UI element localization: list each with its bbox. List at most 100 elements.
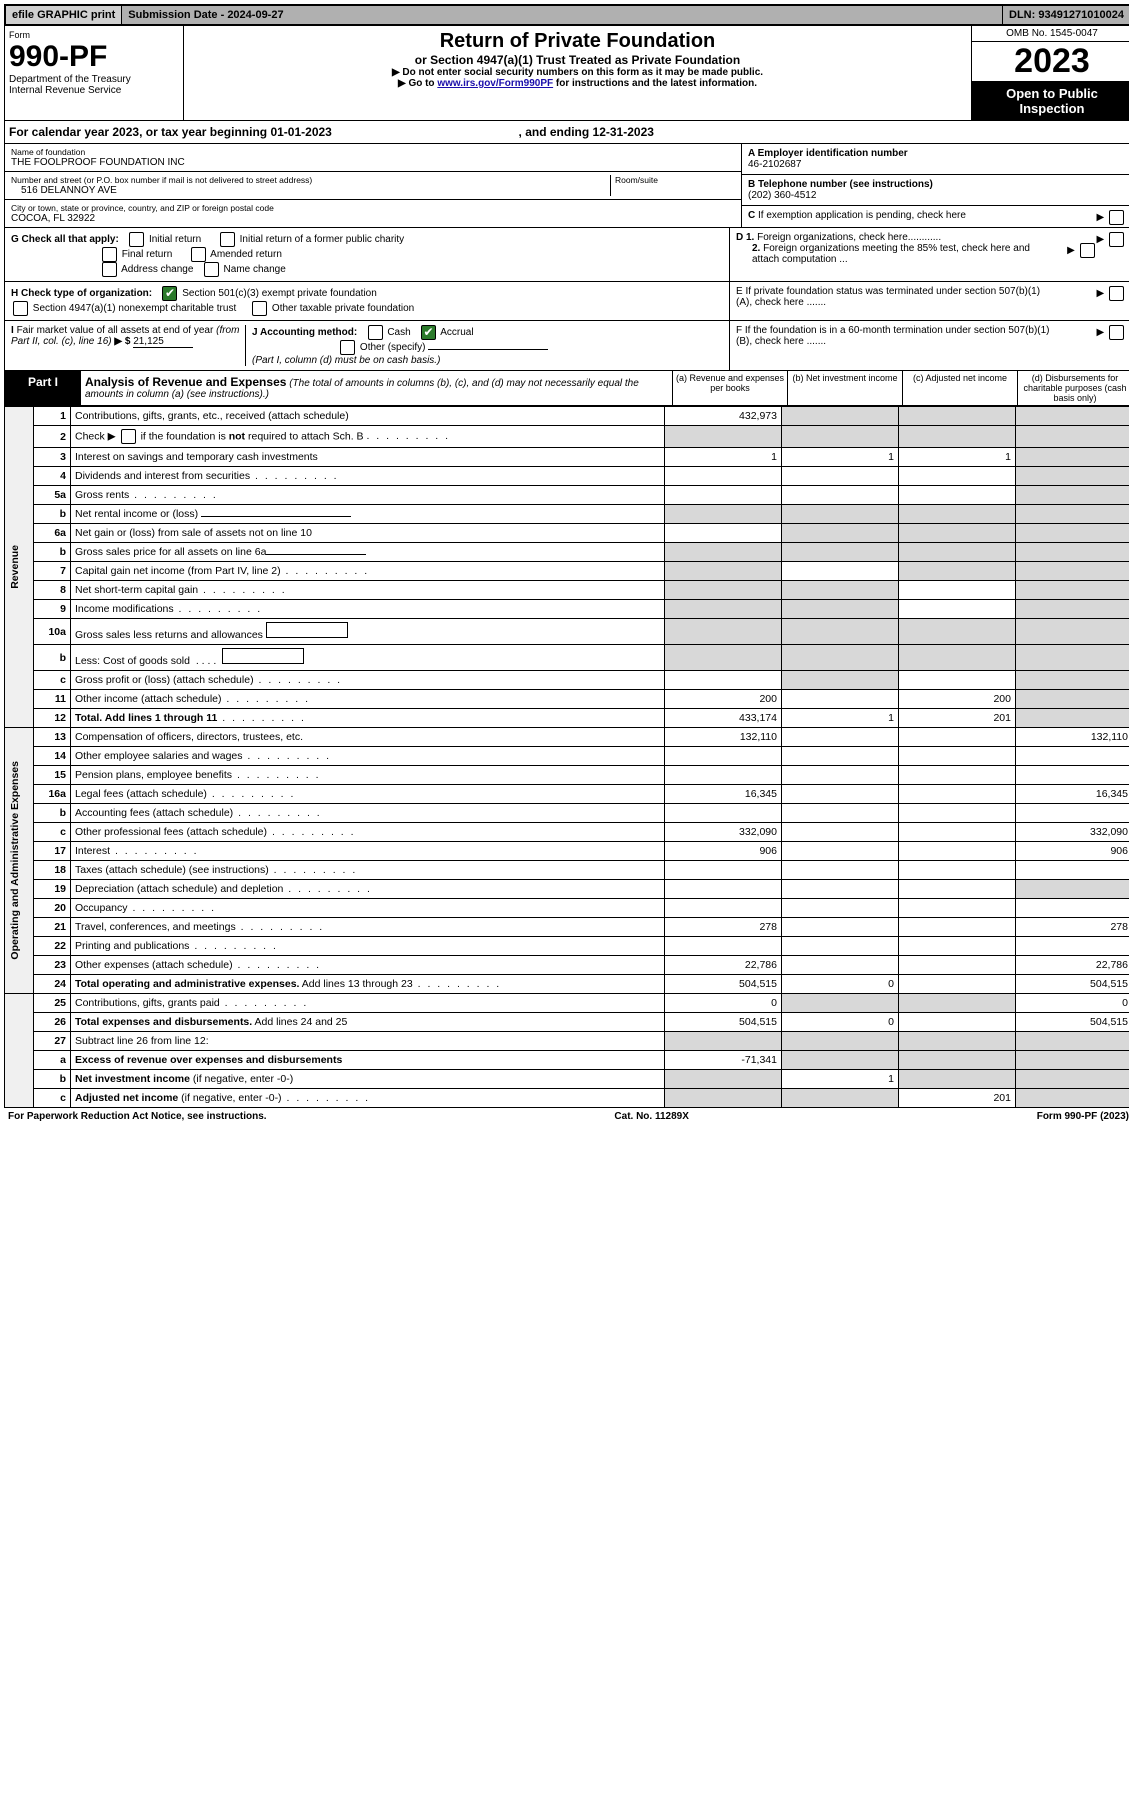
checkbox-initial-former[interactable] <box>220 232 235 247</box>
form-subtitle: or Section 4947(a)(1) Trust Treated as P… <box>188 53 967 67</box>
foundation-name: THE FOOLPROOF FOUNDATION INC <box>11 157 735 168</box>
table-row: 5aGross rents <box>5 486 1129 505</box>
table-row: 26Total expenses and disbursements. Add … <box>5 1013 1129 1032</box>
table-row: 17Interest906906 <box>5 842 1129 861</box>
part1-header: Part I Analysis of Revenue and Expenses … <box>4 371 1129 406</box>
table-row: cOther professional fees (attach schedul… <box>5 823 1129 842</box>
table-row: 15Pension plans, employee benefits <box>5 766 1129 785</box>
checkbox-501c3[interactable]: ✔ <box>162 286 177 301</box>
table-row: 4Dividends and interest from securities <box>5 467 1129 486</box>
header-center: Return of Private Foundation or Section … <box>184 26 971 120</box>
col-b-header: (b) Net investment income <box>787 371 902 405</box>
table-row: 22Printing and publications <box>5 937 1129 956</box>
table-row: 24Total operating and administrative exp… <box>5 975 1129 994</box>
g-label: G Check all that apply: <box>11 234 119 245</box>
table-row: 7Capital gain net income (from Part IV, … <box>5 562 1129 581</box>
table-row: Operating and Administrative Expenses 13… <box>5 728 1129 747</box>
paperwork-notice: For Paperwork Reduction Act Notice, see … <box>8 1111 267 1122</box>
check-section-ijf: I Fair market value of all assets at end… <box>4 321 1129 371</box>
street-address: 516 DELANNOY AVE <box>11 185 610 196</box>
checkbox-4947[interactable] <box>13 301 28 316</box>
table-row: 6aNet gain or (loss) from sale of assets… <box>5 524 1129 543</box>
tax-year-begin: 01-01-2023 <box>270 125 331 139</box>
checkbox-e[interactable] <box>1109 286 1124 301</box>
note-goto: ▶ Go to www.irs.gov/Form990PF for instru… <box>188 78 967 89</box>
checkbox-sch-b[interactable] <box>121 429 136 444</box>
col-c-header: (c) Adjusted net income <box>902 371 1017 405</box>
table-row: 12Total. Add lines 1 through 11433,17412… <box>5 709 1129 728</box>
table-row: 27Subtract line 26 from line 12: <box>5 1032 1129 1051</box>
calendar-year-row: For calendar year 2023, or tax year begi… <box>4 121 1129 144</box>
table-row: 10aGross sales less returns and allowanc… <box>5 619 1129 645</box>
ein-value: 46-2102687 <box>748 159 801 170</box>
exemption-pending-label: C If exemption application is pending, c… <box>748 210 966 221</box>
table-row: 2 Check ▶ if the foundation is not requi… <box>5 426 1129 448</box>
table-row: 21Travel, conferences, and meetings27827… <box>5 918 1129 937</box>
table-row: cAdjusted net income (if negative, enter… <box>5 1089 1129 1108</box>
checkbox-d2[interactable] <box>1080 243 1095 258</box>
checkbox-initial-return[interactable] <box>129 232 144 247</box>
table-row: 3Interest on savings and temporary cash … <box>5 448 1129 467</box>
table-row: 8Net short-term capital gain <box>5 581 1129 600</box>
table-row: 11Other income (attach schedule)200200 <box>5 690 1129 709</box>
check-section-h: H Check type of organization: ✔ Section … <box>4 282 1129 321</box>
revenue-side-label: Revenue <box>9 545 21 589</box>
omb-number: OMB No. 1545-0047 <box>972 26 1129 42</box>
dept-treasury: Department of the Treasury <box>9 74 179 85</box>
page-footer: For Paperwork Reduction Act Notice, see … <box>4 1108 1129 1125</box>
table-row: bNet investment income (if negative, ent… <box>5 1070 1129 1089</box>
phone-value: (202) 360-4512 <box>748 190 816 201</box>
ein-label: A Employer identification number <box>748 148 908 159</box>
table-row: bNet rental income or (loss) <box>5 505 1129 524</box>
part1-label: Part I <box>5 371 81 405</box>
irs-link[interactable]: www.irs.gov/Form990PF <box>437 78 553 89</box>
expenses-side-label: Operating and Administrative Expenses <box>9 761 21 960</box>
checkbox-address-change[interactable] <box>102 262 117 277</box>
cat-no: Cat. No. 11289X <box>614 1111 688 1122</box>
checkbox-amended-return[interactable] <box>191 247 206 262</box>
table-row: 9Income modifications <box>5 600 1129 619</box>
table-row: bGross sales price for all assets on lin… <box>5 543 1129 562</box>
tax-year-end: 12-31-2023 <box>593 125 654 139</box>
table-row: 19Depreciation (attach schedule) and dep… <box>5 880 1129 899</box>
table-row: 16aLegal fees (attach schedule)16,34516,… <box>5 785 1129 804</box>
table-row: 14Other employee salaries and wages <box>5 747 1129 766</box>
top-bar: efile GRAPHIC print Submission Date - 20… <box>4 4 1129 26</box>
table-row: aExcess of revenue over expenses and dis… <box>5 1051 1129 1070</box>
dln: DLN: 93491271010024 <box>1003 6 1129 24</box>
checkbox-cash[interactable] <box>368 325 383 340</box>
header-right: OMB No. 1545-0047 2023 Open to Public In… <box>971 26 1129 120</box>
checkbox-name-change[interactable] <box>204 262 219 277</box>
e-label: E If private foundation status was termi… <box>736 286 1056 308</box>
checkbox-f[interactable] <box>1109 325 1124 340</box>
header-left: Form 990-PF Department of the Treasury I… <box>5 26 184 120</box>
j-label: J Accounting method: <box>252 327 357 338</box>
h-label: H Check type of organization: <box>11 288 152 299</box>
table-row: Revenue 1 Contributions, gifts, grants, … <box>5 407 1129 426</box>
table-row: cGross profit or (loss) (attach schedule… <box>5 671 1129 690</box>
entity-block: Name of foundation THE FOOLPROOF FOUNDAT… <box>4 144 1129 228</box>
d2-label: 2. Foreign organizations meeting the 85%… <box>736 243 1052 265</box>
foundation-name-label: Name of foundation <box>11 147 735 157</box>
submission-date: Submission Date - 2024-09-27 <box>122 6 1003 24</box>
table-row: 23Other expenses (attach schedule)22,786… <box>5 956 1129 975</box>
phone-label: B Telephone number (see instructions) <box>748 179 933 190</box>
efile-graphic-print[interactable]: efile GRAPHIC print <box>6 6 122 24</box>
room-suite-label: Room/suite <box>615 175 735 185</box>
checkbox-c[interactable] <box>1109 210 1124 225</box>
checkbox-other-taxable[interactable] <box>252 301 267 316</box>
fmv-value: 21,125 <box>133 336 193 348</box>
table-row: 18Taxes (attach schedule) (see instructi… <box>5 861 1129 880</box>
table-row: bAccounting fees (attach schedule) <box>5 804 1129 823</box>
form-title: Return of Private Foundation <box>188 30 967 53</box>
check-section-g: G Check all that apply: Initial return I… <box>4 228 1129 282</box>
form-footer-label: Form 990-PF (2023) <box>1037 1111 1129 1122</box>
checkbox-other-method[interactable] <box>340 340 355 355</box>
table-row: 25Contributions, gifts, grants paid00 <box>5 994 1129 1013</box>
form-label: Form <box>9 30 179 40</box>
checkbox-d1[interactable] <box>1109 232 1124 247</box>
f-label: F If the foundation is in a 60-month ter… <box>736 325 1056 347</box>
j-note: (Part I, column (d) must be on cash basi… <box>252 355 440 366</box>
checkbox-final-return[interactable] <box>102 247 117 262</box>
checkbox-accrual[interactable]: ✔ <box>421 325 436 340</box>
